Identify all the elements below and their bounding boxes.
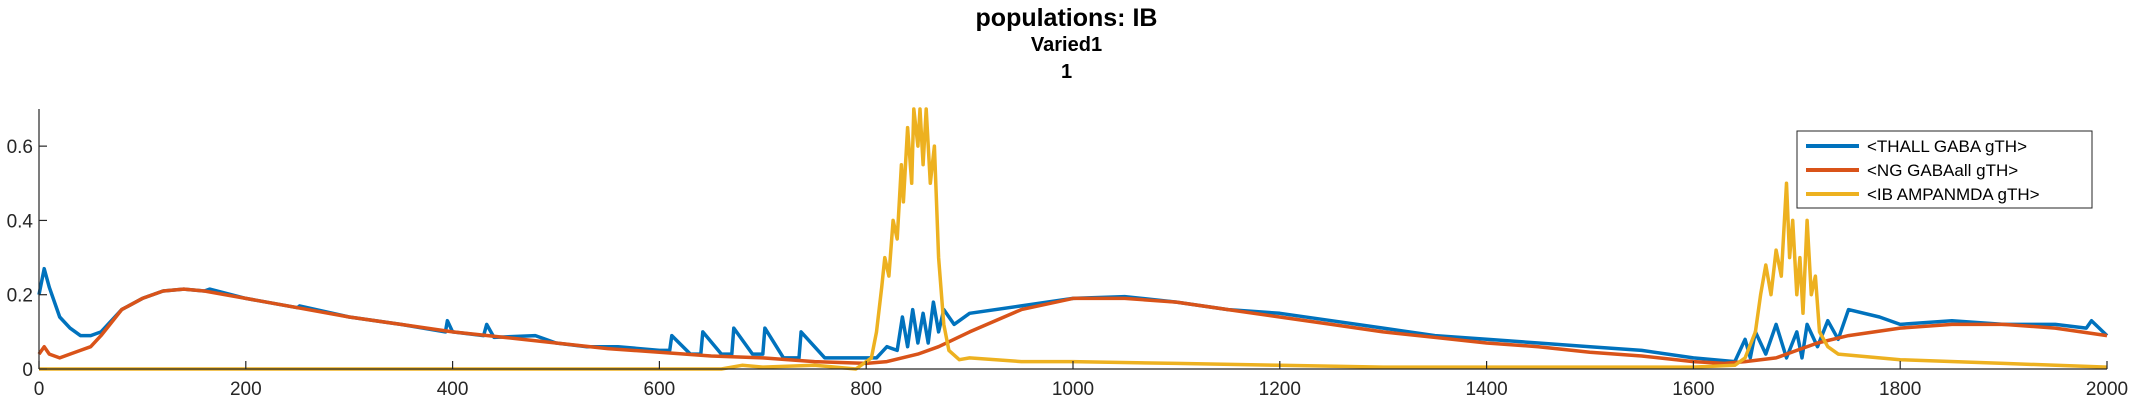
x-tick-label: 1800 <box>1879 379 1921 400</box>
x-tick-label: 600 <box>644 379 676 400</box>
plot-area <box>39 109 2107 369</box>
x-tick-label: 1200 <box>1259 379 1301 400</box>
legend-label: <THALL GABA gTH> <box>1867 137 2027 156</box>
chart-subtitle-2: 1 <box>1060 61 1073 83</box>
chart-title: populations: IB <box>975 4 1158 32</box>
x-tick-label: 800 <box>850 379 882 400</box>
legend-label: <IB AMPANMDA gTH> <box>1867 185 2040 204</box>
legend: <THALL GABA gTH> <NG GABAall gTH> <IB AMPA… <box>1796 130 2093 209</box>
series-layer <box>37 107 2109 371</box>
chart-subtitle: Varied1 <box>1030 34 1103 56</box>
x-tick-label: 1600 <box>1672 379 1714 400</box>
y-tick-label: 0 <box>22 360 33 381</box>
x-tick-label: 200 <box>230 379 262 400</box>
x-tick-label: 400 <box>437 379 469 400</box>
series-line-1 <box>37 266 2109 364</box>
x-tick-label: 2000 <box>2086 379 2128 400</box>
series-line-2 <box>37 287 2108 366</box>
series-line-3 <box>39 107 2108 371</box>
x-tick-label: 0 <box>34 379 45 400</box>
axes-layer: 0 200 400 600 800 1000 1200 1400 1600 1800 2000 0 0.… <box>7 109 2128 400</box>
y-tick-label: 0.4 <box>7 211 34 232</box>
y-tick-label: 0.6 <box>7 137 33 158</box>
x-tick-label: 1000 <box>1052 379 1094 400</box>
legend-label: <NG GABAall gTH> <box>1867 161 2018 180</box>
y-tick-label: 0.2 <box>7 286 33 307</box>
x-tick-label: 1400 <box>1465 379 1507 400</box>
